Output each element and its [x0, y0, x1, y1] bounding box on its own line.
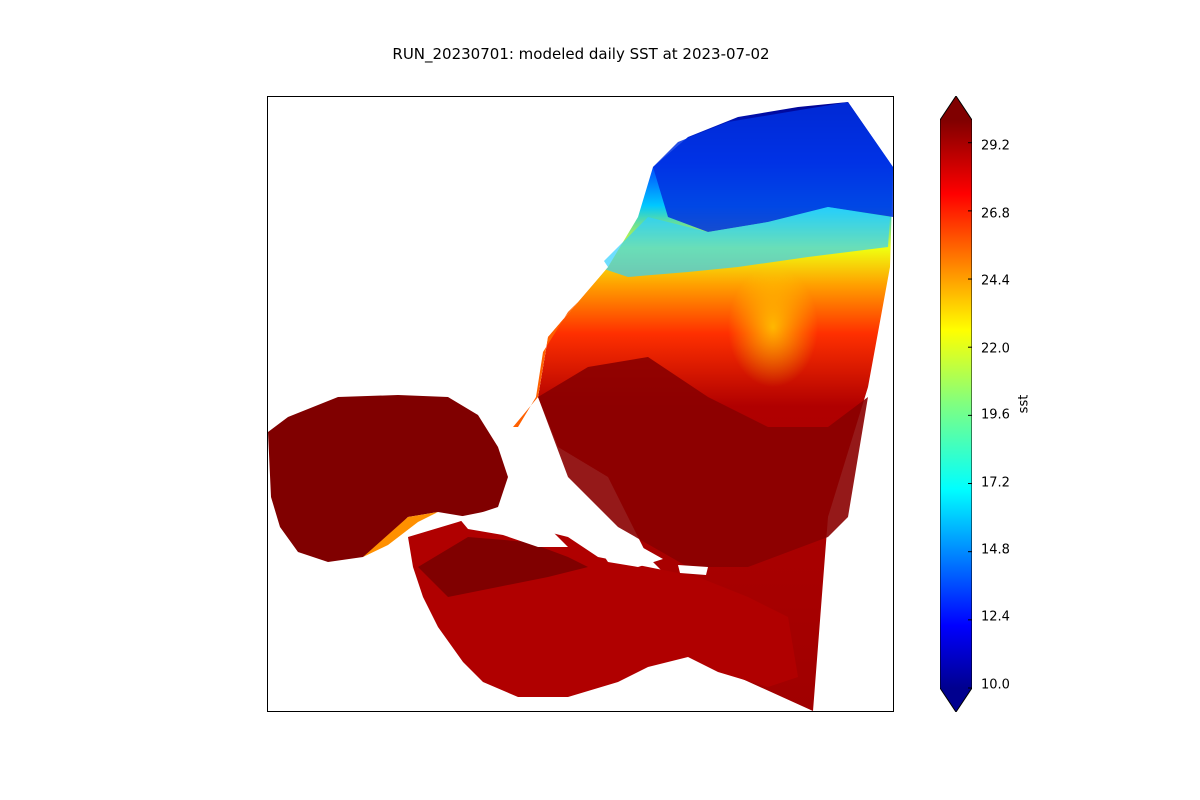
us-east-coast-land: [478, 252, 608, 427]
colorbar-gradient: [939, 95, 973, 713]
yucatan-warm-edge: [363, 512, 438, 557]
cuba: [458, 507, 568, 547]
colorbar-tick-label: 29.2: [981, 138, 1010, 154]
hispaniola: [598, 545, 663, 567]
colorbar-extend-max: [940, 96, 972, 120]
colorbar-tick-label: 26.8: [981, 206, 1010, 222]
map-title: RUN_20230701: modeled daily SST at 2023-…: [392, 45, 770, 63]
colorbar-extend-min: [940, 688, 972, 712]
gulf-of-mexico: [268, 395, 508, 562]
slope-water: [598, 207, 890, 277]
colorbar-tick-label: 14.8: [981, 542, 1010, 558]
colorbar-tick-label: 22.0: [981, 341, 1010, 357]
sargasso-warm: [538, 357, 868, 567]
puerto-rico: [678, 565, 708, 575]
colorbar-tick-label: 19.6: [981, 407, 1010, 423]
colorbar-tick-label: 12.4: [981, 609, 1010, 625]
gulf-of-maine-cold: [653, 102, 893, 232]
colorbar-tick-label: 17.2: [981, 475, 1010, 491]
sst-field: [268, 102, 893, 711]
sst-map: [267, 96, 894, 712]
caribbean-north: [418, 537, 588, 597]
colorbar-label: sst: [1016, 394, 1032, 414]
colorbar-body: [940, 120, 972, 688]
colorbar-tick-label: 10.0: [981, 677, 1010, 693]
colorbar-tick-label: 24.4: [981, 273, 1010, 289]
colorbar: [939, 95, 973, 713]
